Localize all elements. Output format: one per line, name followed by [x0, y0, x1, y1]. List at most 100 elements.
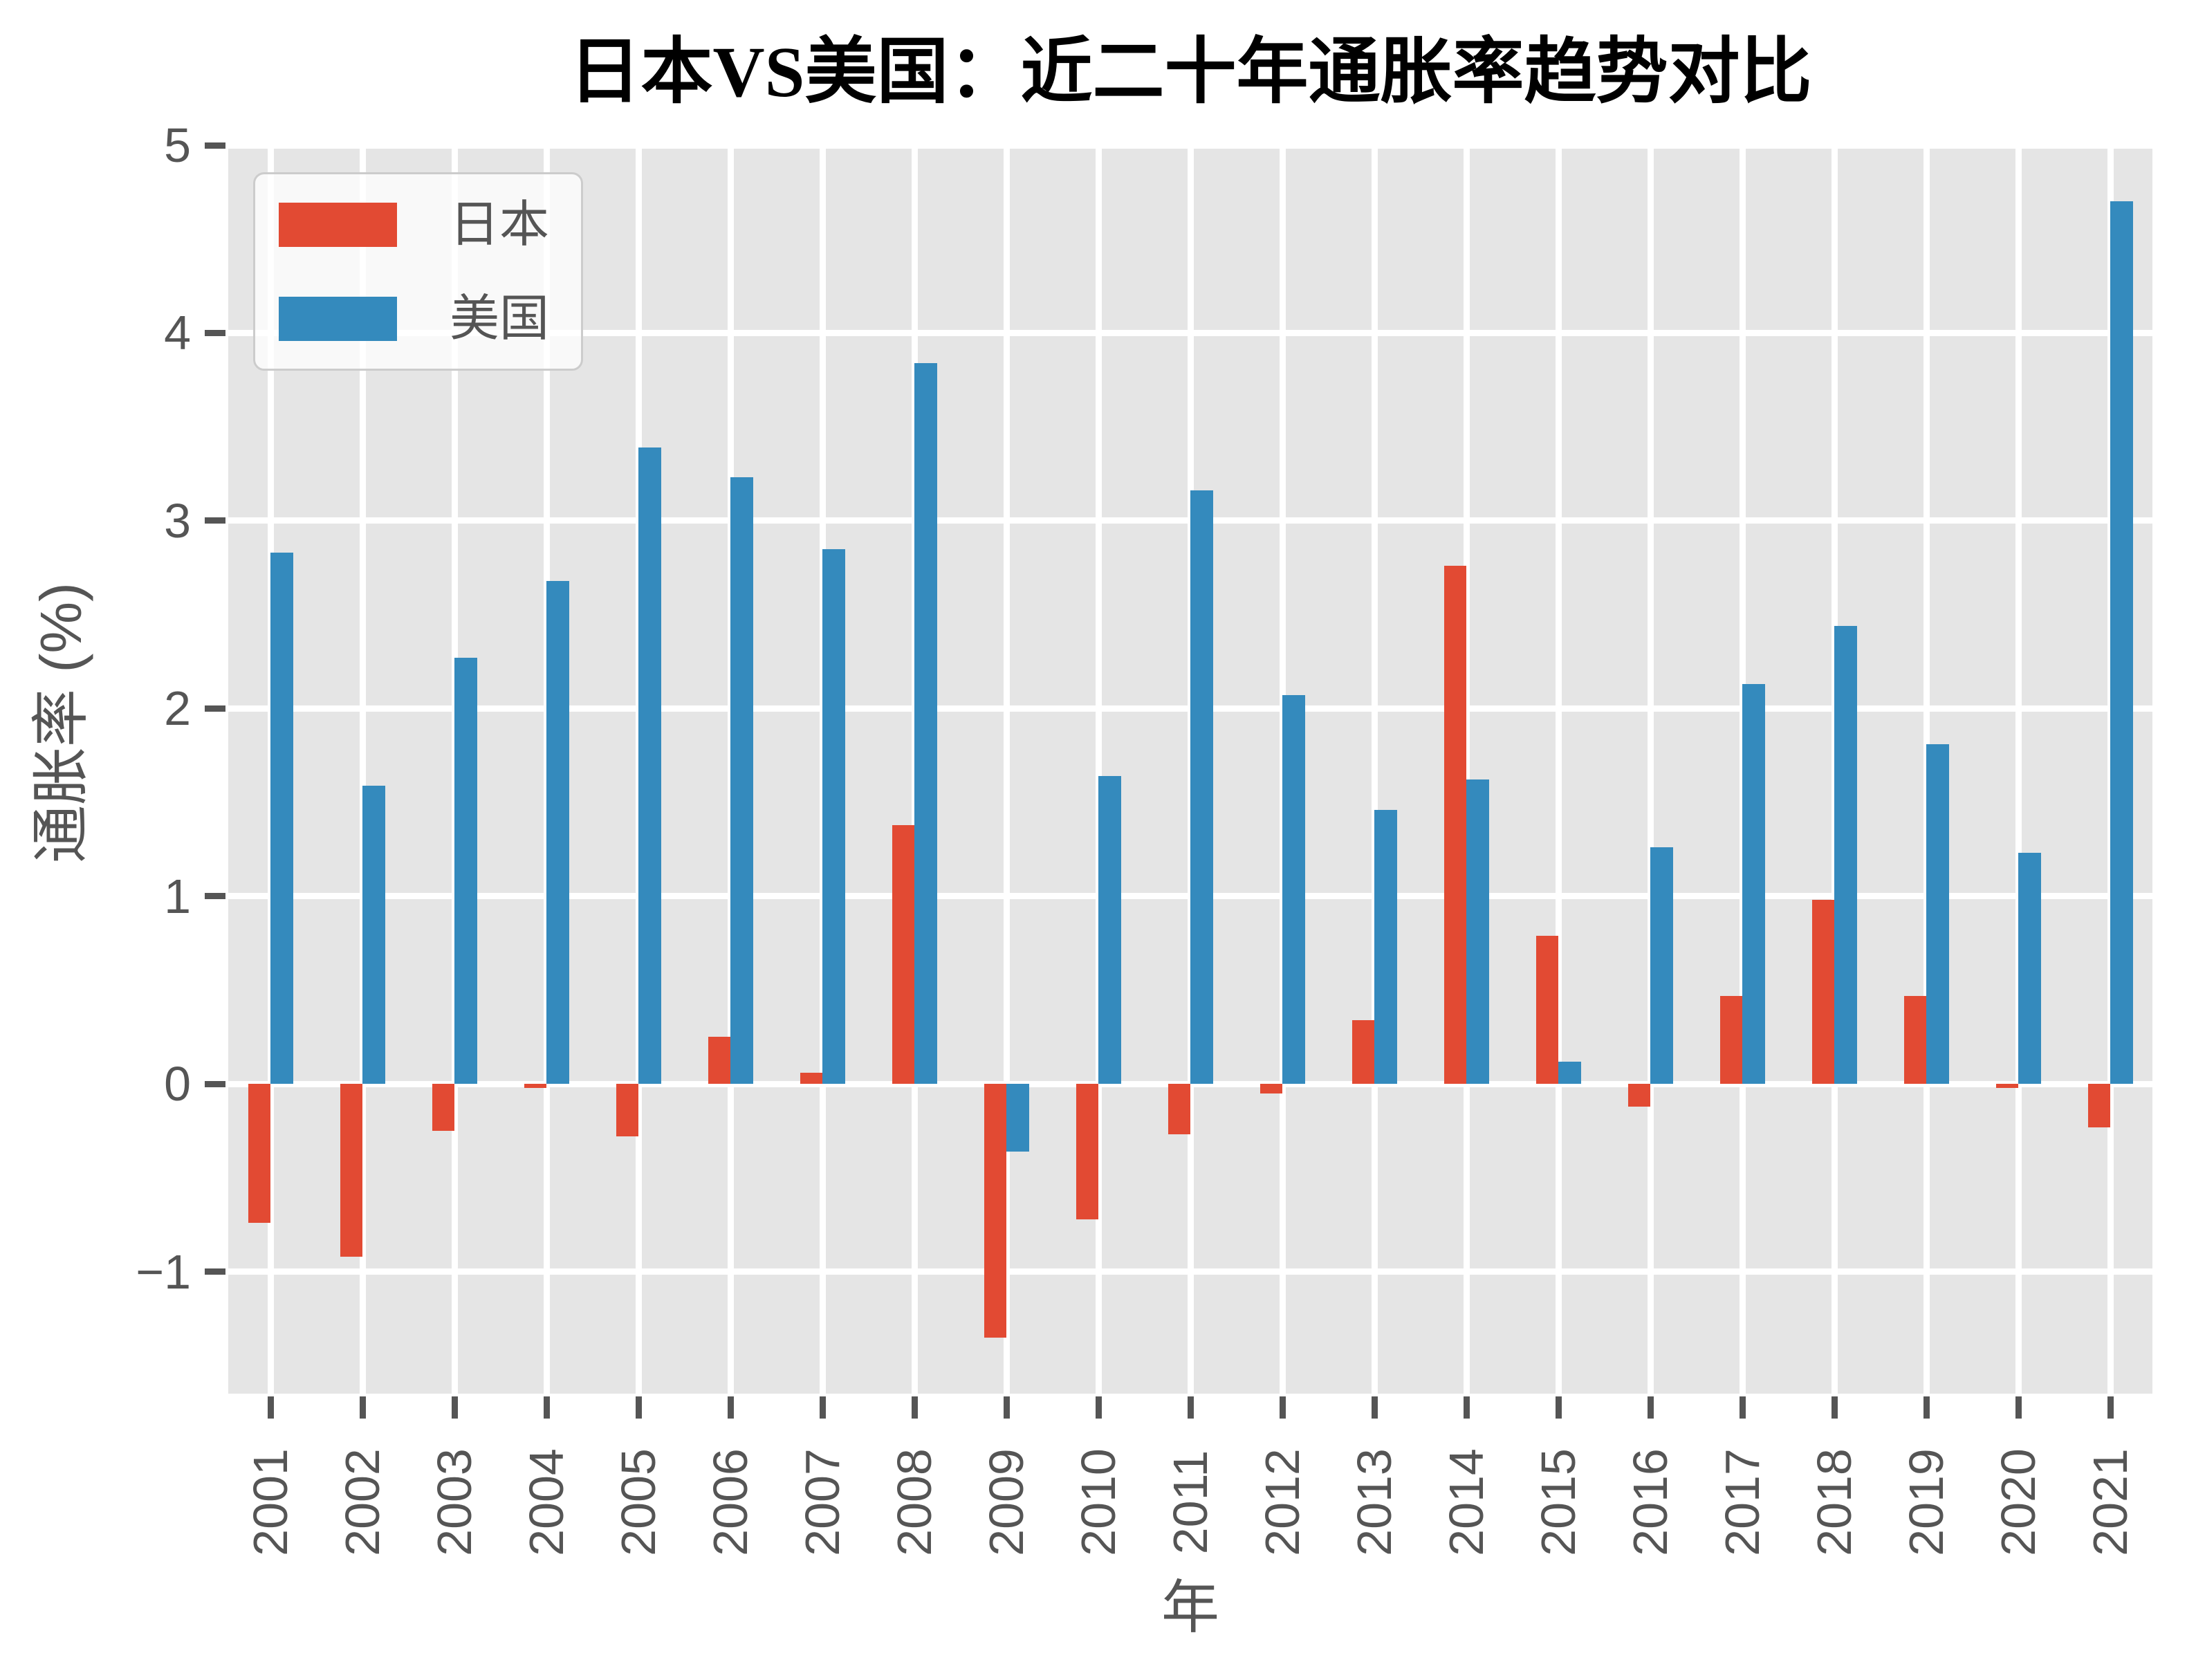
bar-usa-2014 — [1466, 779, 1489, 1084]
legend-label-usa: 美国 — [450, 290, 550, 347]
x-tick-2021 — [2107, 1396, 2114, 1419]
x-tick-2003 — [451, 1396, 458, 1419]
bar-japan-2015 — [1536, 935, 1558, 1084]
x-tick-label-2018: 2018 — [1807, 1448, 1861, 1556]
y-tick-5 — [205, 142, 225, 149]
x-tick-label-2013: 2013 — [1347, 1448, 1401, 1556]
x-tick-2010 — [1095, 1396, 1102, 1419]
x-tick-2013 — [1371, 1396, 1378, 1419]
bar-japan-2018 — [1812, 900, 1834, 1084]
x-tick-label-2011: 2011 — [1163, 1450, 1217, 1555]
gridline-v-2016 — [1647, 145, 1654, 1394]
x-tick-2001 — [267, 1396, 274, 1419]
y-tick--1 — [205, 1268, 225, 1275]
legend-label-japan: 日本 — [450, 196, 550, 252]
bar-japan-2003 — [432, 1084, 454, 1131]
x-axis-label: 年 — [1161, 1575, 1220, 1640]
gridline-h-5 — [228, 142, 2152, 149]
x-tick-label-2004: 2004 — [519, 1448, 573, 1556]
gridline-v-2009 — [1003, 145, 1010, 1394]
gridline-v-2014 — [1463, 145, 1470, 1394]
x-tick-2017 — [1739, 1396, 1746, 1419]
bar-usa-2008 — [914, 362, 937, 1084]
gridline-v-2020 — [2015, 145, 2022, 1394]
x-tick-label-2019: 2019 — [1899, 1448, 1953, 1556]
bar-usa-2018 — [1834, 625, 1857, 1084]
bar-japan-2021 — [2088, 1084, 2110, 1127]
x-tick-label-2015: 2015 — [1531, 1448, 1585, 1556]
x-tick-2011 — [1187, 1396, 1194, 1419]
x-tick-label-2005: 2005 — [611, 1448, 665, 1556]
y-tick-0 — [205, 1080, 225, 1087]
bar-japan-2004 — [524, 1084, 546, 1088]
x-tick-2019 — [1923, 1396, 1930, 1419]
bar-japan-2006 — [708, 1037, 730, 1084]
x-tick-2014 — [1463, 1396, 1470, 1419]
bar-usa-2001 — [270, 553, 293, 1084]
gridline-v-2010 — [1095, 145, 1102, 1394]
bar-usa-2013 — [1374, 809, 1397, 1084]
bar-usa-2004 — [546, 580, 569, 1084]
y-tick-label-5: 5 — [164, 118, 191, 172]
x-tick-2007 — [819, 1396, 826, 1419]
x-tick-label-2009: 2009 — [979, 1448, 1033, 1556]
x-tick-label-2012: 2012 — [1255, 1448, 1309, 1556]
x-tick-2018 — [1831, 1396, 1838, 1419]
x-tick-label-2001: 2001 — [243, 1448, 297, 1556]
bar-japan-2012 — [1260, 1084, 1282, 1093]
bar-japan-2005 — [616, 1084, 638, 1137]
x-tick-label-2006: 2006 — [703, 1448, 757, 1556]
bar-japan-2002 — [340, 1084, 362, 1257]
bar-japan-2013 — [1352, 1019, 1374, 1084]
legend-swatch-usa — [279, 296, 397, 341]
bar-usa-2016 — [1650, 847, 1673, 1084]
legend-swatch-japan — [279, 202, 397, 247]
bar-usa-2009 — [1006, 1084, 1029, 1152]
x-tick-2009 — [1003, 1396, 1010, 1419]
bar-japan-2010 — [1076, 1084, 1098, 1219]
y-tick-label--1: −1 — [136, 1244, 191, 1299]
bar-japan-2019 — [1904, 995, 1926, 1084]
x-tick-label-2003: 2003 — [427, 1448, 481, 1556]
x-tick-2020 — [2015, 1396, 2022, 1419]
bar-usa-2006 — [730, 477, 753, 1084]
plot-area — [228, 142, 2152, 1394]
gridline-v-2002 — [359, 145, 366, 1394]
x-tick-2016 — [1647, 1396, 1654, 1419]
x-tick-2012 — [1279, 1396, 1286, 1419]
bar-usa-2019 — [1926, 744, 1949, 1084]
bar-japan-2014 — [1444, 566, 1466, 1084]
chart-title: 日本VS美国：近二十年通胀率趋势对比 — [569, 33, 1812, 112]
gridline-v-2015 — [1555, 145, 1562, 1394]
y-tick-2 — [205, 705, 225, 712]
y-tick-1 — [205, 893, 225, 900]
bar-usa-2021 — [2110, 201, 2133, 1084]
bar-japan-2008 — [892, 824, 914, 1084]
x-tick-label-2002: 2002 — [335, 1448, 389, 1556]
x-tick-label-2007: 2007 — [795, 1448, 849, 1556]
x-tick-2006 — [727, 1396, 734, 1419]
bar-japan-2017 — [1720, 995, 1742, 1084]
y-tick-label-2: 2 — [164, 681, 191, 736]
x-tick-label-2010: 2010 — [1071, 1448, 1125, 1556]
x-tick-label-2008: 2008 — [887, 1448, 941, 1556]
bar-usa-2007 — [822, 548, 845, 1084]
x-tick-2008 — [911, 1396, 918, 1419]
bar-usa-2017 — [1742, 684, 1765, 1084]
x-tick-label-2020: 2020 — [1991, 1448, 2045, 1556]
bar-japan-2001 — [248, 1084, 270, 1223]
x-tick-2004 — [543, 1396, 550, 1419]
y-tick-3 — [205, 517, 225, 524]
x-tick-label-2017: 2017 — [1715, 1448, 1769, 1556]
bar-usa-2020 — [2018, 853, 2041, 1084]
bar-usa-2003 — [454, 658, 477, 1084]
x-tick-label-2021: 2021 — [2083, 1448, 2137, 1556]
x-tick-label-2016: 2016 — [1623, 1448, 1677, 1556]
y-tick-label-4: 4 — [164, 306, 191, 360]
bar-japan-2009 — [984, 1084, 1006, 1338]
legend-item-usa: 美国 — [279, 294, 581, 344]
y-tick-label-3: 3 — [164, 493, 191, 548]
bar-usa-2012 — [1282, 695, 1305, 1084]
bar-usa-2010 — [1098, 776, 1121, 1084]
legend-item-japan: 日本 — [279, 200, 581, 250]
